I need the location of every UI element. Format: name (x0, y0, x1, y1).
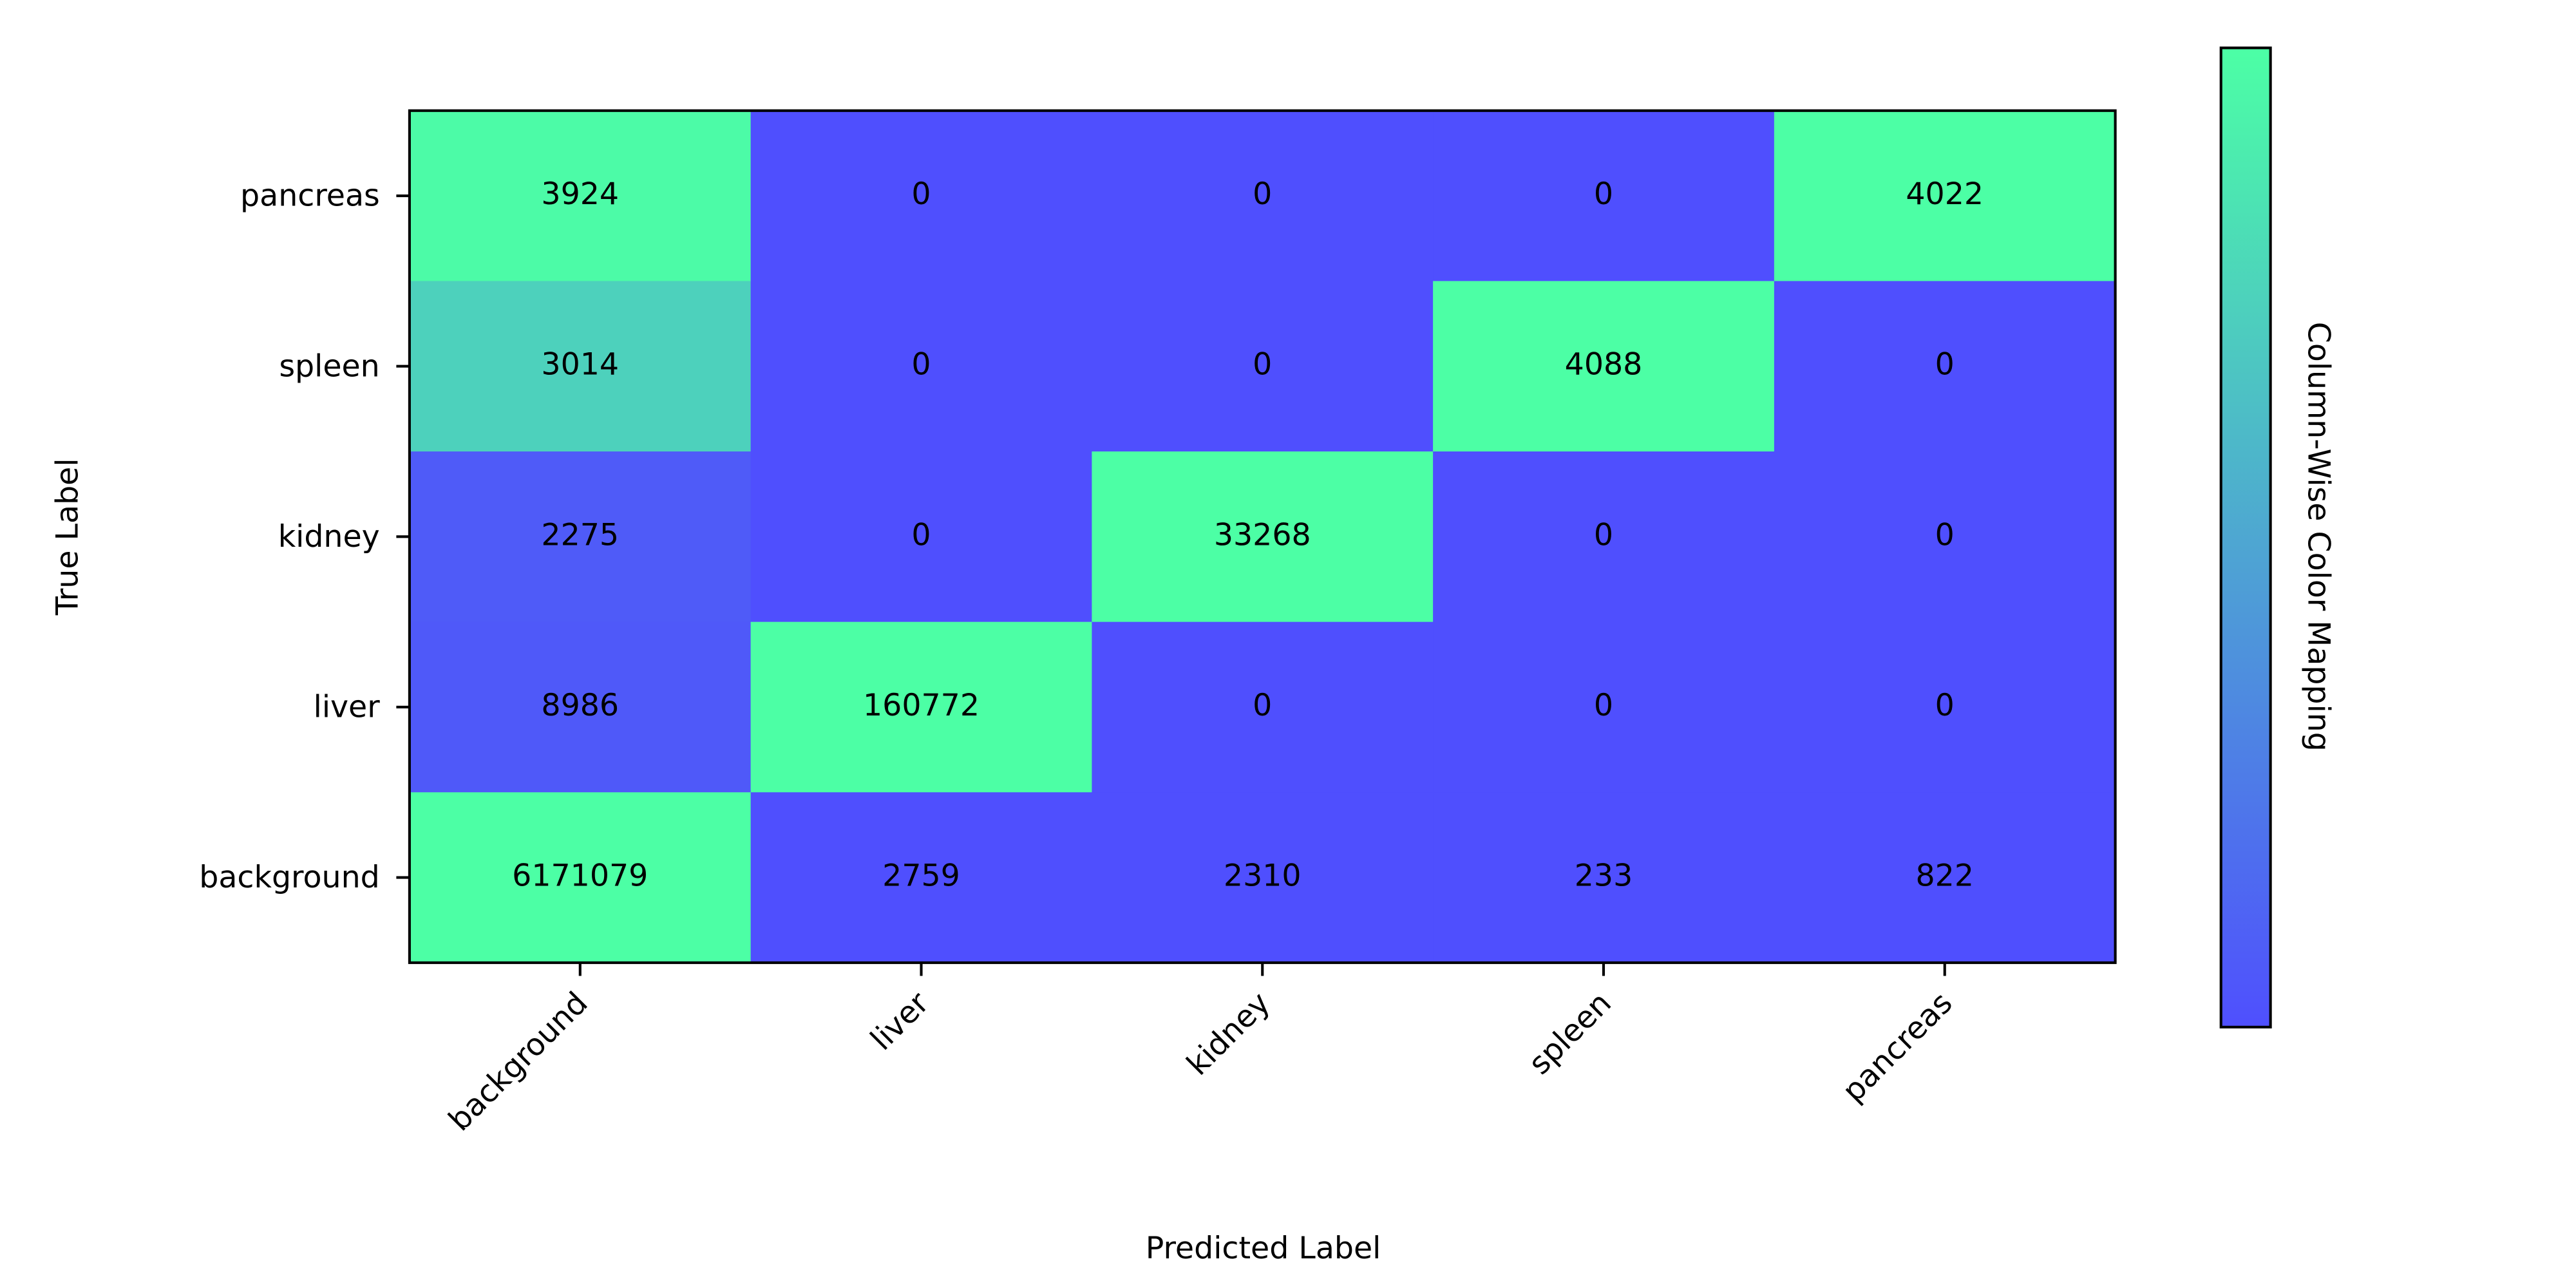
cell (1092, 110, 1434, 282)
x-tick-label: background (442, 985, 594, 1138)
cell (1092, 451, 1434, 623)
colorbar (2219, 46, 2272, 1028)
cell-label: 0 (1253, 176, 1272, 212)
cell (1092, 281, 1434, 453)
cell (409, 451, 752, 623)
cell-label: 0 (911, 517, 931, 553)
cell-label: 0 (1935, 347, 1955, 383)
x-tick-label: kidney (1180, 985, 1277, 1083)
cell (750, 110, 1093, 282)
cell-label: 822 (1915, 858, 1974, 894)
cell (1433, 621, 1776, 793)
cell-label: 160772 (863, 688, 980, 723)
x-tick-label: spleen (1522, 985, 1618, 1081)
cell (409, 110, 752, 282)
cell-label: 0 (1594, 517, 1613, 553)
cell-label: 4088 (1565, 347, 1643, 383)
y-tick-label: pancreas (240, 178, 380, 214)
cell (409, 281, 752, 453)
y-tick-label: liver (314, 690, 381, 725)
cell-label: 3014 (541, 347, 619, 383)
cell-label: 0 (1594, 176, 1613, 212)
cell (1092, 792, 1434, 964)
colorbar-label: Column-Wise Color Mapping (2300, 322, 2336, 752)
heatmap: 3924 0 0 0 4022 3014 0 0 4088 0 2275 0 33268 0 0 8986 16… (409, 110, 2116, 964)
cell-label: 0 (1935, 517, 1955, 553)
cell (750, 281, 1093, 453)
cell (1092, 621, 1434, 793)
cell-label: 0 (911, 347, 931, 383)
cell (409, 792, 752, 964)
cell (1433, 451, 1776, 623)
x-axis-label: Predicted Label (1146, 1231, 1381, 1266)
cell-label: 233 (1575, 858, 1633, 894)
y-tick-label: spleen (279, 348, 379, 384)
x-tick-label: liver (864, 985, 936, 1057)
x-tick-label: pancreas (1835, 985, 1959, 1109)
y-axis-label: True Label (50, 458, 86, 616)
cell-label: 33268 (1214, 517, 1311, 553)
cell (1774, 621, 2116, 793)
cell-label: 0 (1935, 688, 1955, 723)
cell (1433, 281, 1776, 453)
cell (750, 792, 1093, 964)
cell-label: 0 (911, 176, 931, 212)
cell-label: 2310 (1224, 858, 1302, 894)
cell-label: 6171079 (512, 858, 648, 894)
cell (1433, 110, 1776, 282)
cell (1774, 281, 2116, 453)
cell (1774, 110, 2116, 282)
cell-label: 0 (1253, 347, 1272, 383)
y-tick-label: kidney (278, 519, 380, 554)
cell-label: 4022 (1906, 176, 1984, 212)
cell (1774, 792, 2116, 964)
y-tick-label: background (199, 860, 379, 895)
cell (1433, 792, 1776, 964)
cell (750, 451, 1093, 623)
cell (409, 621, 752, 793)
cell-label: 2759 (882, 858, 960, 894)
cell-label: 2275 (541, 517, 619, 553)
cell (1774, 451, 2116, 623)
cell (750, 621, 1093, 793)
cell-label: 0 (1253, 688, 1272, 723)
cell-label: 8986 (541, 688, 619, 723)
cell-label: 0 (1594, 688, 1613, 723)
cell-label: 3924 (541, 176, 619, 212)
